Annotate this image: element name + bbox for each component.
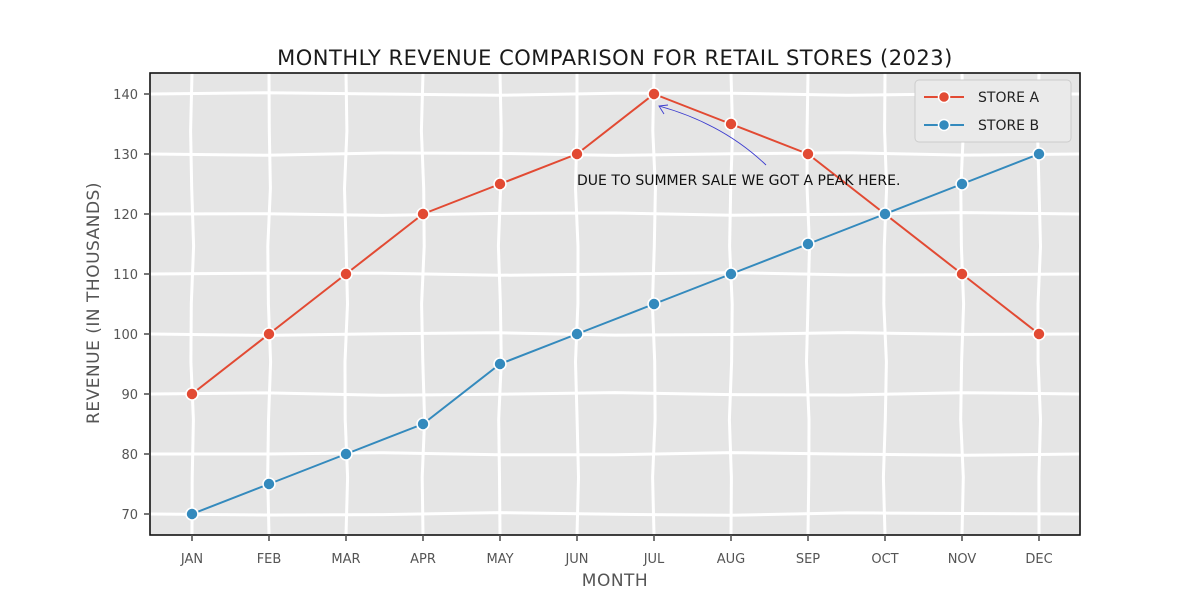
data-point-store-b [262, 477, 276, 491]
data-point-store-a [647, 87, 661, 101]
legend: STORE A STORE B [914, 79, 1072, 143]
data-point-store-a [339, 267, 353, 281]
data-point-store-b [724, 267, 738, 281]
y-tick-label: 80 [121, 448, 138, 463]
x-tick-label: FEB [257, 552, 282, 567]
data-point-store-a [570, 147, 584, 161]
grid-line-horizontal [150, 451, 1081, 457]
grid-line-vertical [189, 72, 196, 536]
data-point-store-b [878, 207, 892, 221]
legend-label-store-b: STORE B [978, 118, 1039, 134]
grid-line-vertical [266, 72, 273, 536]
data-point-store-b [801, 237, 815, 251]
grid-line-vertical [881, 72, 889, 536]
x-tick-label: APR [410, 552, 436, 567]
x-axis-label: MONTH [582, 571, 648, 591]
y-tick-label: 70 [121, 508, 138, 523]
x-tick-label: OCT [871, 552, 898, 567]
data-point-store-a [724, 117, 738, 131]
annotation-arrow [658, 105, 767, 166]
chart-title: MONTHLY REVENUE COMPARISON FOR RETAIL ST… [277, 46, 953, 70]
grid-line-horizontal [149, 151, 1081, 157]
y-tick-label: 140 [113, 88, 138, 103]
data-point-store-b [416, 417, 430, 431]
series-line-store-a [191, 93, 1040, 395]
plot-background [150, 73, 1080, 535]
data-point-store-b [339, 447, 353, 461]
grid-line-vertical [727, 72, 735, 536]
legend-label-store-a: STORE A [978, 90, 1039, 106]
grid-line-horizontal [149, 211, 1081, 217]
y-axis-label: REVENUE (IN THOUSANDS) [84, 182, 104, 424]
y-tick-label: 130 [113, 148, 138, 163]
plot-frame [149, 72, 1081, 536]
grid-line-horizontal [149, 391, 1081, 397]
grid-line-horizontal [149, 511, 1081, 517]
grid-line-horizontal [149, 331, 1081, 337]
annotation-arrowhead [658, 104, 669, 115]
data-point-store-a [262, 327, 276, 341]
x-tick-label: JUN [564, 552, 588, 567]
series-line-store-b [191, 153, 1040, 515]
data-point-store-b [570, 327, 584, 341]
y-tick-label: 110 [113, 268, 138, 283]
grid-line-vertical [959, 72, 966, 536]
y-tick-label: 90 [121, 388, 138, 403]
legend-marker-store-a [937, 90, 951, 104]
data-point-store-a [493, 177, 507, 191]
grid-line-vertical [419, 72, 427, 536]
data-point-store-b [493, 357, 507, 371]
data-point-store-a [955, 267, 969, 281]
data-point-store-b [647, 297, 661, 311]
x-tick-label: AUG [717, 552, 745, 567]
series-layer [185, 87, 1046, 521]
grid-line-vertical [496, 72, 503, 536]
axis-ticks: JAN FEB MAR APR MAY JUN JUL AUG SEP OCT NOV DEC 70 80… [113, 88, 1052, 567]
x-tick-label: JUL [643, 552, 665, 567]
y-tick-label: 120 [113, 208, 138, 223]
data-point-store-a [416, 207, 430, 221]
legend-box [914, 79, 1072, 143]
y-tick-label: 100 [113, 328, 138, 343]
x-tick-label: MAY [486, 552, 513, 567]
data-point-store-a [185, 387, 199, 401]
x-tick-label: JAN [180, 552, 203, 567]
x-tick-label: NOV [948, 552, 977, 567]
data-point-store-a [801, 147, 815, 161]
grid-line-horizontal [149, 271, 1081, 277]
data-point-store-a [1032, 327, 1046, 341]
x-tick-label: SEP [796, 552, 820, 567]
x-tick-label: MAR [331, 552, 360, 567]
data-point-store-b [185, 507, 199, 521]
data-point-store-b [955, 177, 969, 191]
annotation-layer: DUE TO SUMMER SALE WE GOT A PEAK HERE. [577, 104, 900, 189]
annotation-text: DUE TO SUMMER SALE WE GOT A PEAK HERE. [577, 173, 900, 189]
legend-marker-store-b [937, 118, 951, 132]
data-point-store-b [1032, 147, 1046, 161]
x-tick-label: DEC [1025, 552, 1052, 567]
